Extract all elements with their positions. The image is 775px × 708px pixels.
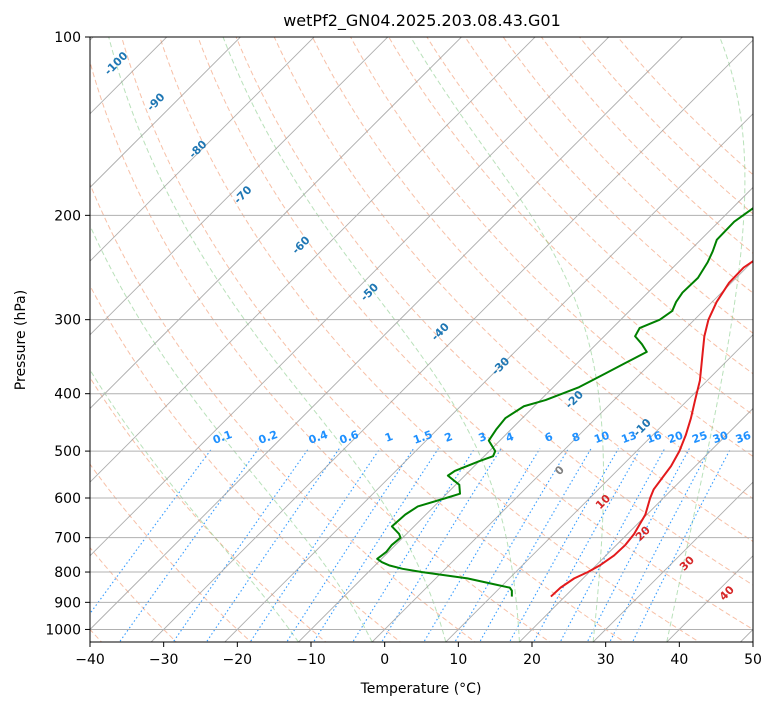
isotherm-line — [90, 37, 610, 557]
mixing-ratio-label: 3 — [477, 430, 489, 445]
isotherm-line — [224, 113, 753, 642]
mixing-ratio-label: 16 — [645, 429, 664, 447]
y-tick-label: 400 — [54, 387, 81, 403]
mixing-ratio-label: 25 — [690, 429, 709, 446]
dry-adiabat — [235, 37, 753, 586]
y-tick-label: 200 — [54, 208, 81, 224]
mixing-ratio-label: 6 — [543, 430, 555, 445]
mixing-ratio-line — [508, 448, 619, 642]
mixing-ratio-line — [352, 448, 476, 642]
mixing-ratio-line — [609, 448, 711, 642]
mixing-ratio-line — [380, 448, 502, 642]
x-axis: −40 −30 −20 −10 0 10 20 30 40 50 — [75, 642, 762, 668]
isotherm-line — [90, 37, 684, 631]
isotherm-line — [371, 260, 753, 642]
plot-area — [90, 37, 753, 642]
mixing-ratio-label: 2 — [443, 430, 455, 445]
mixing-ratio-label: 10 — [592, 429, 611, 447]
x-tick-label: 50 — [744, 652, 762, 668]
moist-adiabat — [410, 37, 605, 642]
temperature-profile — [550, 260, 753, 598]
moist-adiabat — [108, 37, 447, 642]
isotherm-line — [90, 37, 315, 262]
y-tick-label: 900 — [54, 595, 81, 611]
x-axis-label: Temperature (°C) — [360, 681, 482, 697]
moist-adiabat — [90, 224, 373, 642]
mixing-ratio-line — [249, 448, 381, 642]
y-tick-label: 1000 — [45, 622, 81, 638]
mixing-ratio-line — [533, 448, 642, 642]
x-tick-label: −20 — [223, 652, 253, 668]
x-tick-label: 20 — [523, 652, 541, 668]
y-tick-label: 300 — [54, 313, 81, 329]
mixing-ratio-label: 0.1 — [211, 428, 234, 447]
profiles — [376, 206, 753, 598]
isotherm-line — [150, 39, 753, 642]
x-tick-label: 10 — [449, 652, 467, 668]
isotherm-line — [90, 37, 242, 189]
mixing-ratio-label: 36 — [734, 429, 753, 447]
y-tick-label: 100 — [54, 30, 81, 46]
isotherm-line — [297, 186, 753, 642]
mixing-ratio-label: 30 — [711, 429, 730, 447]
x-tick-label: −40 — [75, 652, 105, 668]
mixing-ratio-line — [118, 448, 260, 642]
moist-adiabat — [666, 37, 746, 642]
dry-adiabat — [311, 37, 753, 500]
mixing-ratio-label: 13 — [620, 429, 639, 446]
mixing-ratio-label: 0.4 — [307, 428, 330, 447]
mixing-ratio-line — [205, 448, 340, 642]
isotherm-line — [518, 407, 753, 642]
y-tick-label: 700 — [54, 531, 81, 547]
mixing-ratio-line — [312, 448, 439, 642]
mixing-ratio-label: 20 — [666, 429, 685, 447]
isotherm-line — [592, 481, 753, 642]
dewpoint-profile — [376, 206, 753, 597]
dry-adiabat — [426, 37, 753, 375]
y-tick-label: 800 — [54, 565, 81, 581]
mixing-ratio-line — [423, 448, 541, 642]
x-tick-label: −30 — [149, 652, 179, 668]
mixing-ratio-line — [172, 448, 309, 642]
isotherm-line — [445, 334, 753, 642]
moist-adiabat — [222, 37, 520, 642]
dry-adiabat — [350, 37, 753, 457]
mixing-ratio-label: 0.6 — [338, 428, 361, 447]
chart-title: wetPf2_GN04.2025.203.08.43.G01 — [283, 11, 561, 31]
mixing-ratio-label: 8 — [570, 430, 582, 445]
x-tick-label: 40 — [670, 652, 688, 668]
dry-adiabat — [159, 37, 701, 642]
x-tick-label: −10 — [296, 652, 326, 668]
mixing-ratio-label: 4 — [504, 430, 516, 445]
mixing-ratio-line — [286, 448, 415, 642]
x-tick-label: 30 — [597, 652, 615, 668]
background-lines — [90, 37, 753, 642]
isotherm-line — [90, 37, 389, 336]
isotherm-line — [90, 37, 463, 410]
y-axis: 100 200 300 400 500 600 700 800 900 1000 — [45, 30, 90, 638]
y-axis-label: Pressure (hPa) — [13, 290, 29, 390]
y-tick-label: 500 — [54, 444, 81, 460]
isotherm-line — [90, 37, 536, 483]
plot-frame — [89, 36, 754, 643]
mixing-ratio-label: 0.2 — [257, 428, 280, 447]
mixing-ratio-line — [454, 448, 569, 642]
mixing-ratio-label: 1.5 — [411, 428, 434, 447]
dry-adiabat — [90, 182, 476, 642]
y-tick-label: 600 — [54, 491, 81, 507]
dry-adiabat — [273, 37, 753, 543]
x-tick-label: 0 — [380, 652, 389, 668]
mixing-ratio-label: 1 — [383, 430, 395, 445]
